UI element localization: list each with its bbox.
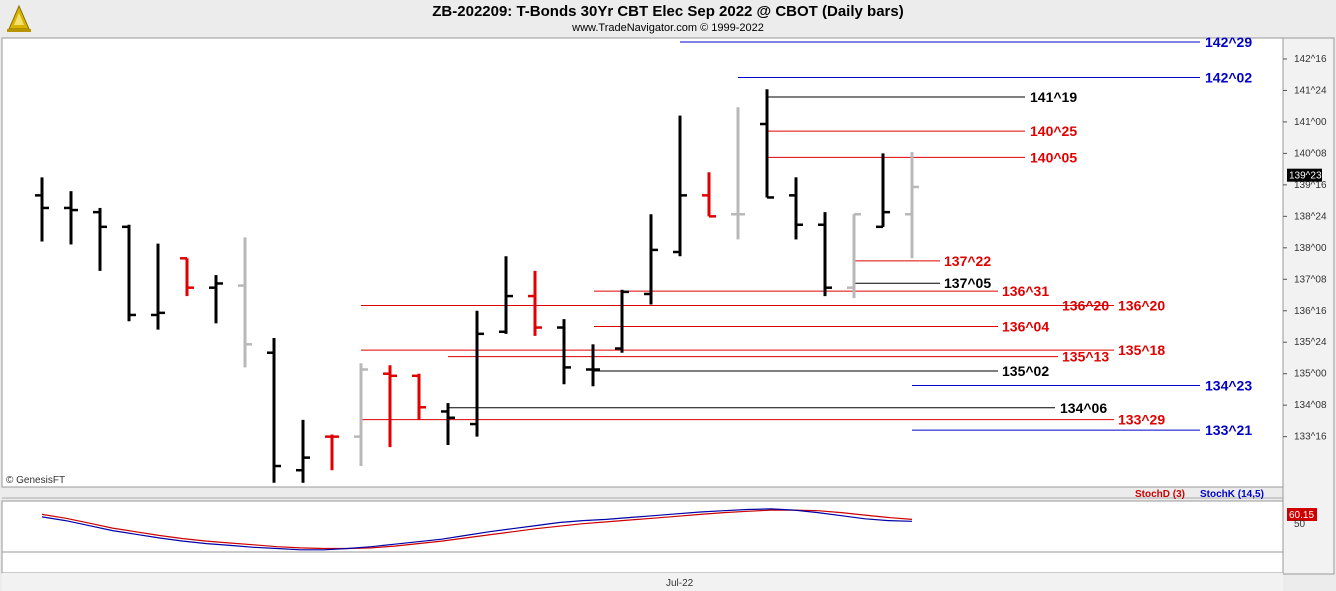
ohlc-bar[interactable] — [528, 270, 542, 336]
ohlc-bar[interactable] — [789, 177, 803, 240]
y-tick-label: 139^16 — [1294, 180, 1327, 191]
ohlc-bar[interactable] — [354, 363, 368, 467]
level-label: 134^06 — [1060, 400, 1107, 416]
chart-title: ZB-202209: T-Bonds 30Yr CBT Elec Sep 202… — [432, 3, 904, 20]
ohlc-bar[interactable] — [64, 191, 78, 245]
x-tick-label: Jul-22 — [666, 578, 694, 589]
ohlc-bar[interactable] — [412, 373, 426, 420]
stoch-value-label: 60.15 — [1289, 510, 1314, 521]
ohlc-bar[interactable] — [847, 212, 861, 299]
level-label: 141^19 — [1030, 89, 1077, 105]
ohlc-bar[interactable] — [325, 434, 339, 471]
ohlc-bar[interactable] — [238, 237, 252, 368]
ohlc-bar[interactable] — [673, 115, 687, 257]
y-tick-label: 140^08 — [1294, 148, 1327, 159]
y-tick-label: 141^00 — [1294, 117, 1327, 128]
level-label: 135^13 — [1062, 349, 1109, 365]
y-tick-label: 138^24 — [1294, 211, 1327, 222]
y-tick-label: 135^24 — [1294, 337, 1327, 348]
ohlc-bar[interactable] — [499, 256, 513, 334]
level-label: 134^23 — [1205, 377, 1252, 393]
stoch-value-box — [1287, 508, 1317, 521]
y-tick-label: 142^16 — [1294, 54, 1327, 65]
level-label: 135^02 — [1002, 363, 1049, 379]
stoch-k-line — [41, 508, 913, 551]
ohlc-bar[interactable] — [267, 338, 281, 483]
y-tick-label: 141^24 — [1294, 85, 1327, 96]
level-label: 135^18 — [1118, 342, 1165, 358]
level-label: 137^05 — [944, 275, 991, 291]
stoch-d-label: StochD (3) — [1135, 489, 1185, 500]
ohlc-bar[interactable] — [702, 172, 716, 218]
ohlc-bar[interactable] — [644, 214, 658, 305]
stoch-level-label: 50 — [1294, 519, 1306, 530]
current-price-box — [1287, 168, 1322, 182]
stoch-k-label: StochK (14,5) — [1200, 489, 1264, 500]
ohlc-bar[interactable] — [35, 177, 49, 242]
ohlc-bar[interactable] — [818, 212, 832, 297]
logo-icon — [7, 4, 31, 32]
level-label: 136^20 — [1118, 298, 1165, 314]
ohlc-bar[interactable] — [296, 419, 310, 483]
price-pane[interactable] — [1, 37, 1284, 488]
y-tick-label: 133^16 — [1294, 432, 1327, 443]
ohlc-bar[interactable] — [731, 107, 745, 240]
level-label: 133^21 — [1205, 422, 1252, 438]
ohlc-bar[interactable] — [586, 344, 600, 387]
price-axis — [1282, 37, 1335, 575]
ohlc-bar[interactable] — [122, 224, 136, 322]
ohlc-bar[interactable] — [441, 403, 455, 446]
copyright-label: © GenesisFT — [6, 475, 65, 486]
ohlc-bar[interactable] — [93, 207, 107, 271]
date-axis — [2, 573, 1283, 591]
level-label: 140^25 — [1030, 123, 1077, 139]
stoch-d-line — [41, 509, 913, 550]
ohlc-bar[interactable] — [905, 152, 919, 259]
ohlc-bar[interactable] — [876, 153, 890, 229]
ohlc-bar[interactable] — [760, 89, 774, 199]
level-label: 140^05 — [1030, 149, 1077, 165]
stochastic-pane[interactable] — [1, 500, 1284, 574]
y-tick-label: 134^08 — [1294, 400, 1327, 411]
ohlc-bar[interactable] — [180, 257, 194, 297]
level-label: 142^29 — [1205, 34, 1252, 50]
level-label: 136^04 — [1002, 318, 1049, 334]
current-price-label: 139^23 — [1289, 171, 1322, 182]
y-tick-label: 137^08 — [1294, 274, 1327, 285]
y-tick-label: 136^16 — [1294, 306, 1327, 317]
trade-navigator-logo — [3, 3, 35, 35]
ohlc-bar[interactable] — [615, 289, 629, 353]
ohlc-bar[interactable] — [557, 319, 571, 385]
y-tick-label: 135^00 — [1294, 369, 1327, 380]
y-tick-label: 138^00 — [1294, 243, 1327, 254]
level-label: 142^02 — [1205, 69, 1252, 85]
ohlc-bar[interactable] — [151, 243, 165, 330]
ohlc-bar[interactable] — [209, 275, 223, 324]
level-label: 137^22 — [944, 253, 991, 269]
ohlc-bar[interactable] — [470, 310, 484, 437]
chart-subtitle: www.TradeNavigator.com © 1999-2022 — [572, 22, 764, 34]
ohlc-bar[interactable] — [383, 365, 397, 448]
level-label: 133^29 — [1118, 412, 1165, 428]
level-label: 136^31 — [1002, 283, 1049, 299]
